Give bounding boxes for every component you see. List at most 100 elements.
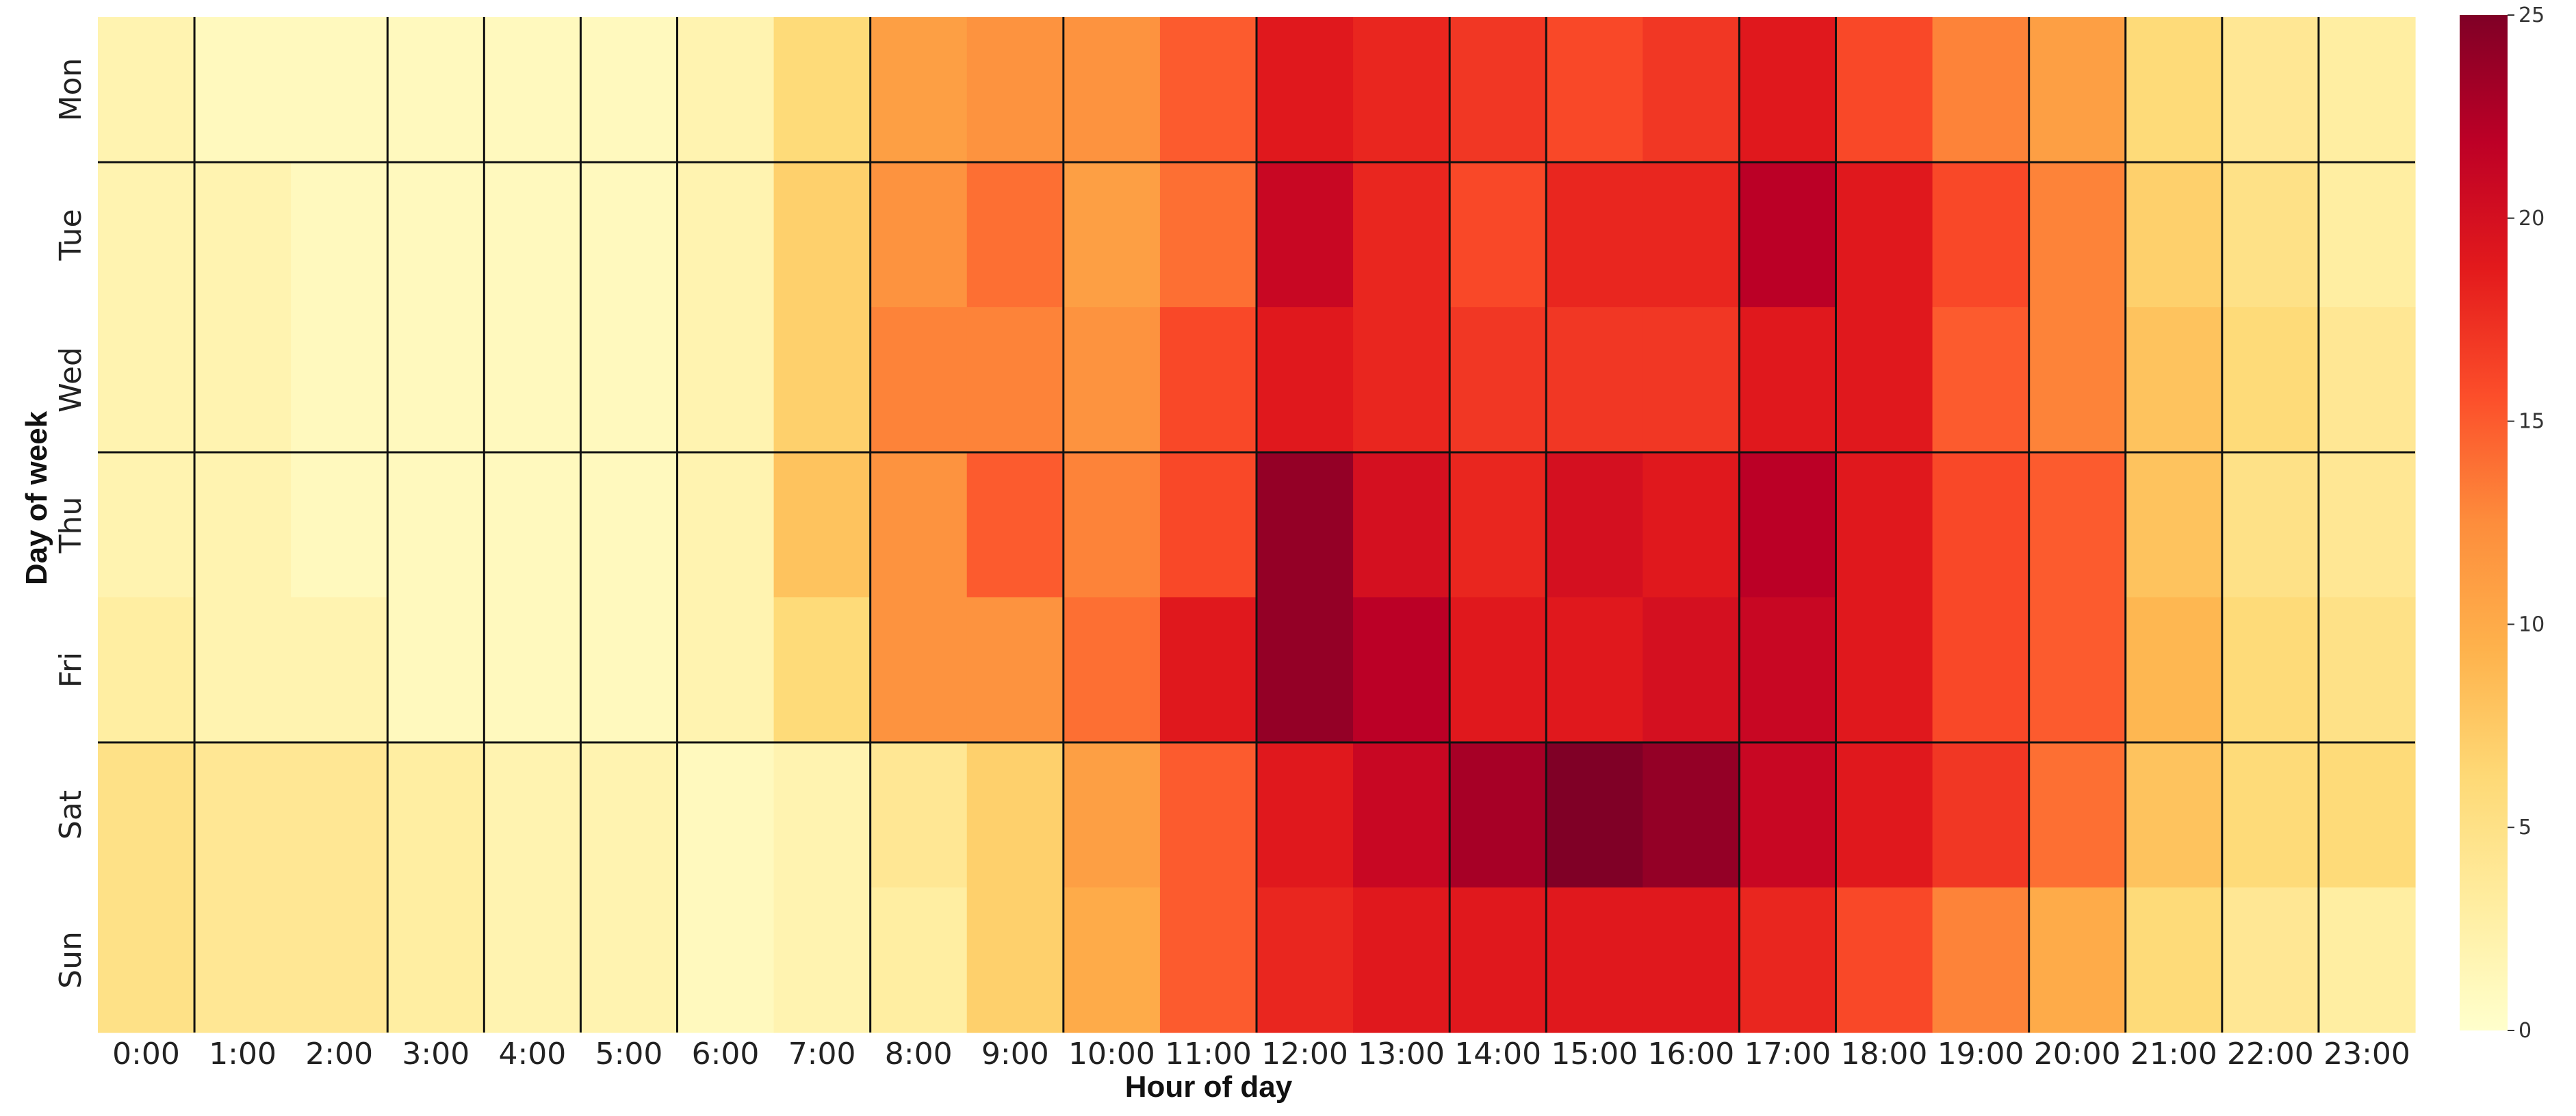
heatmap-cell-tue-10 xyxy=(1063,162,1161,308)
heatmap-cell-thu-20 xyxy=(2028,452,2126,598)
heatmap-cell-sun-18 xyxy=(1836,887,1933,1033)
heatmap-cell-tue-2 xyxy=(291,162,388,308)
heatmap-cell-tue-6 xyxy=(677,162,775,308)
heatmap-cell-thu-2 xyxy=(291,452,388,598)
heatmap-cell-sun-10 xyxy=(1063,887,1161,1033)
heatmap-cell-mon-10 xyxy=(1063,17,1161,163)
heatmap-cell-fri-2 xyxy=(291,597,388,743)
heatmap-cell-thu-16 xyxy=(1643,452,1740,598)
heatmap-cell-sun-15 xyxy=(1546,887,1643,1033)
heatmap-cell-mon-18 xyxy=(1836,17,1933,163)
heatmap-cell-fri-15 xyxy=(1546,597,1643,743)
x-tick-label: 19:00 xyxy=(1937,1037,2024,1072)
heatmap-cell-fri-20 xyxy=(2028,597,2126,743)
heatmap-cell-wed-17 xyxy=(1739,307,1837,453)
heatmap-cell-thu-14 xyxy=(1450,452,1547,598)
heatmap-cell-sun-22 xyxy=(2221,887,2319,1033)
heatmap-cell-fri-4 xyxy=(484,597,582,743)
heatmap-cell-fri-11 xyxy=(1159,597,1257,743)
heatmap-cell-thu-13 xyxy=(1353,452,1450,598)
heatmap-cell-tue-17 xyxy=(1739,162,1837,308)
heatmap-cell-mon-13 xyxy=(1353,17,1450,163)
x-tick-label: 20:00 xyxy=(2034,1037,2121,1072)
heatmap-cell-fri-17 xyxy=(1739,597,1837,743)
heatmap-cell-fri-5 xyxy=(580,597,678,743)
heatmap-cell-mon-14 xyxy=(1450,17,1547,163)
heatmap-cell-mon-7 xyxy=(773,17,871,163)
heatmap-cell-fri-18 xyxy=(1836,597,1933,743)
heatmap-cell-mon-20 xyxy=(2028,17,2126,163)
heatmap-cell-tue-18 xyxy=(1836,162,1933,308)
heatmap-cell-thu-15 xyxy=(1546,452,1643,598)
heatmap-cell-sun-11 xyxy=(1159,887,1257,1033)
colorbar-tick-label: 25 xyxy=(2519,3,2545,27)
heatmap-cell-fri-10 xyxy=(1063,597,1161,743)
heatmap-cells xyxy=(98,17,2416,1033)
x-tick-label: 1:00 xyxy=(209,1037,276,1072)
heatmap-cell-wed-3 xyxy=(387,307,485,453)
heatmap-cell-thu-7 xyxy=(773,452,871,598)
colorbar-tick-label: 10 xyxy=(2519,612,2545,636)
heatmap-cell-mon-0 xyxy=(98,17,195,163)
heatmap-cell-sun-16 xyxy=(1643,887,1740,1033)
heatmap-cell-sat-8 xyxy=(870,742,968,888)
heatmap-cell-mon-11 xyxy=(1159,17,1257,163)
heatmap-cell-wed-2 xyxy=(291,307,388,453)
x-tick-label: 15:00 xyxy=(1551,1037,1638,1072)
heatmap-cell-sat-19 xyxy=(1932,742,2030,888)
heatmap-cell-sat-22 xyxy=(2221,742,2319,888)
heatmap-cell-thu-11 xyxy=(1159,452,1257,598)
heatmap-cell-wed-16 xyxy=(1643,307,1740,453)
heatmap-cell-mon-16 xyxy=(1643,17,1740,163)
heatmap-cell-thu-6 xyxy=(677,452,775,598)
heatmap-cell-mon-23 xyxy=(2318,17,2416,163)
heatmap-cell-tue-23 xyxy=(2318,162,2416,308)
heatmap-cell-thu-8 xyxy=(870,452,968,598)
x-tick-label: 14:00 xyxy=(1454,1037,1541,1072)
heatmap-cell-tue-8 xyxy=(870,162,968,308)
heatmap-cell-mon-12 xyxy=(1257,17,1354,163)
heatmap-cell-sat-13 xyxy=(1353,742,1450,888)
heatmap-cell-wed-18 xyxy=(1836,307,1933,453)
heatmap-cell-sat-12 xyxy=(1257,742,1354,888)
heatmap-cell-mon-19 xyxy=(1932,17,2030,163)
heatmap-cell-fri-13 xyxy=(1353,597,1450,743)
heatmap-cell-fri-14 xyxy=(1450,597,1547,743)
x-tick-label: 5:00 xyxy=(595,1037,663,1072)
heatmap-cell-thu-10 xyxy=(1063,452,1161,598)
x-tick-label: 10:00 xyxy=(1068,1037,1155,1072)
heatmap-cell-fri-7 xyxy=(773,597,871,743)
heatmap-cell-sat-2 xyxy=(291,742,388,888)
heatmap-cell-sun-20 xyxy=(2028,887,2126,1033)
heatmap-cell-sun-5 xyxy=(580,887,678,1033)
heatmap-cell-mon-22 xyxy=(2221,17,2319,163)
x-tick-label: 17:00 xyxy=(1744,1037,1831,1072)
heatmap-cell-thu-21 xyxy=(2125,452,2223,598)
x-tick-label: 3:00 xyxy=(402,1037,469,1072)
heatmap-cell-tue-7 xyxy=(773,162,871,308)
heatmap-cell-wed-10 xyxy=(1063,307,1161,453)
y-tick-label: Mon xyxy=(53,58,88,122)
heatmap-cell-wed-0 xyxy=(98,307,195,453)
heatmap-cell-mon-15 xyxy=(1546,17,1643,163)
heatmap-cell-sun-2 xyxy=(291,887,388,1033)
heatmap-cell-sun-14 xyxy=(1450,887,1547,1033)
heatmap-cell-sat-17 xyxy=(1739,742,1837,888)
heatmap-cell-sun-17 xyxy=(1739,887,1837,1033)
heatmap-cell-thu-3 xyxy=(387,452,485,598)
heatmap-cell-sat-23 xyxy=(2318,742,2416,888)
heatmap-cell-sat-1 xyxy=(194,742,292,888)
heatmap-cell-mon-17 xyxy=(1739,17,1837,163)
heatmap-cell-wed-19 xyxy=(1932,307,2030,453)
heatmap-cell-sat-15 xyxy=(1546,742,1643,888)
heatmap-cell-tue-12 xyxy=(1257,162,1354,308)
heatmap-cell-sat-7 xyxy=(773,742,871,888)
colorbar-ticks: 0 5 10 15 20 25 xyxy=(2508,3,2545,1043)
heatmap-cell-fri-8 xyxy=(870,597,968,743)
heatmap-cell-fri-23 xyxy=(2318,597,2416,743)
heatmap-cell-mon-4 xyxy=(484,17,582,163)
heatmap-cell-sat-5 xyxy=(580,742,678,888)
colorbar xyxy=(2460,15,2508,1030)
heatmap-cell-fri-21 xyxy=(2125,597,2223,743)
heatmap-cell-wed-8 xyxy=(870,307,968,453)
